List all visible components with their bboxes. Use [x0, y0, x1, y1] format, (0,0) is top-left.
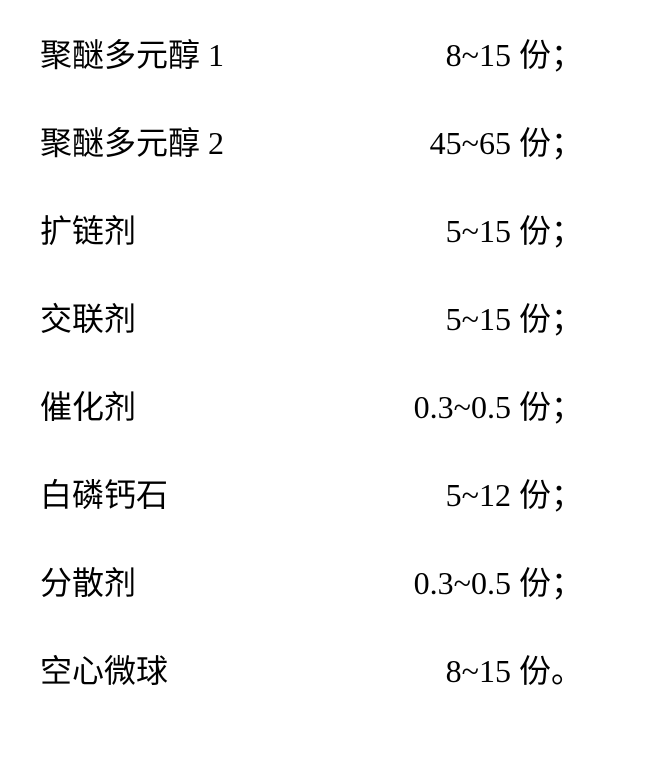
ingredient-label: 白磷钙石 — [40, 470, 260, 516]
table-row: 扩链剂 5~15 份； — [40, 206, 618, 252]
ingredient-value: 45~65 份； — [260, 118, 618, 164]
table-row: 聚醚多元醇 1 8~15 份； — [40, 30, 618, 76]
table-row: 分散剂 0.3~0.5 份； — [40, 558, 618, 604]
ingredient-value: 8~15 份。 — [260, 646, 618, 692]
table-row: 交联剂 5~15 份； — [40, 294, 618, 340]
ingredient-label: 聚醚多元醇 2 — [40, 118, 260, 164]
ingredient-label: 分散剂 — [40, 558, 260, 604]
ingredient-value: 5~15 份； — [260, 206, 618, 252]
ingredient-label: 交联剂 — [40, 294, 260, 340]
ingredient-value: 8~15 份； — [260, 30, 618, 76]
ingredient-label: 空心微球 — [40, 646, 260, 692]
ingredient-label: 扩链剂 — [40, 206, 260, 252]
ingredient-value: 5~15 份； — [260, 294, 618, 340]
table-row: 白磷钙石 5~12 份； — [40, 470, 618, 516]
ingredient-value: 0.3~0.5 份； — [260, 558, 618, 604]
table-row: 催化剂 0.3~0.5 份； — [40, 382, 618, 428]
ingredient-value: 5~12 份； — [260, 470, 618, 516]
table-row: 聚醚多元醇 2 45~65 份； — [40, 118, 618, 164]
ingredient-label: 聚醚多元醇 1 — [40, 30, 260, 76]
ingredient-label: 催化剂 — [40, 382, 260, 428]
ingredient-value: 0.3~0.5 份； — [260, 382, 618, 428]
table-row: 空心微球 8~15 份。 — [40, 646, 618, 692]
